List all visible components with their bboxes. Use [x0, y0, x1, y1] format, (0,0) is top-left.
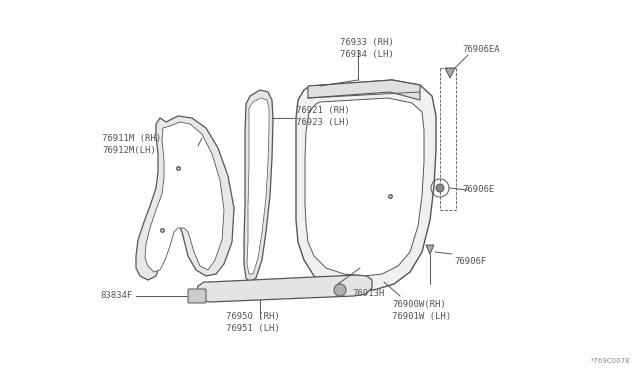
Text: 76911M (RH): 76911M (RH)	[102, 134, 161, 142]
Polygon shape	[196, 275, 372, 302]
Text: 76923 (LH): 76923 (LH)	[296, 118, 349, 126]
Circle shape	[334, 284, 346, 296]
Text: 76900W(RH): 76900W(RH)	[392, 299, 445, 308]
Polygon shape	[445, 68, 455, 78]
Text: 76951 (LH): 76951 (LH)	[226, 324, 280, 333]
Text: 76912M(LH): 76912M(LH)	[102, 145, 156, 154]
Polygon shape	[305, 98, 424, 276]
Polygon shape	[426, 245, 434, 254]
Text: 76921 (RH): 76921 (RH)	[296, 106, 349, 115]
Text: 76933 (RH): 76933 (RH)	[340, 38, 394, 46]
Text: 76906E: 76906E	[462, 186, 494, 195]
Text: 83834F: 83834F	[100, 292, 132, 301]
Text: 76901W (LH): 76901W (LH)	[392, 311, 451, 321]
Text: 76906F: 76906F	[454, 257, 486, 266]
Text: 76906EA: 76906EA	[462, 45, 500, 55]
Circle shape	[436, 184, 444, 192]
Text: 76950 (RH): 76950 (RH)	[226, 311, 280, 321]
Polygon shape	[296, 80, 436, 290]
Polygon shape	[136, 116, 234, 280]
Polygon shape	[308, 80, 420, 100]
Polygon shape	[145, 122, 224, 272]
Text: 76913H: 76913H	[352, 289, 384, 298]
Polygon shape	[247, 98, 269, 274]
Text: 76934 (LH): 76934 (LH)	[340, 49, 394, 58]
Text: *769C0078: *769C0078	[590, 358, 630, 364]
FancyBboxPatch shape	[188, 289, 206, 303]
Polygon shape	[244, 90, 273, 282]
